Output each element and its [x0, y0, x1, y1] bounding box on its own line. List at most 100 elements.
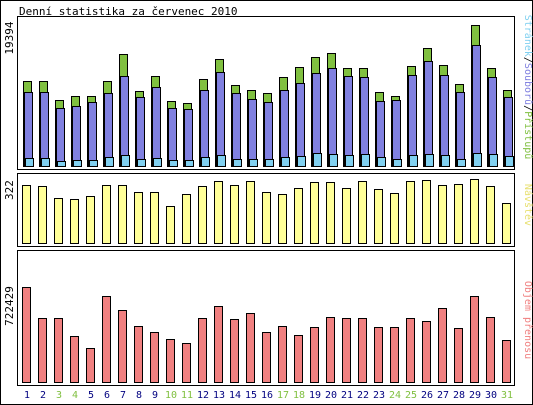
visits-panel-frame [17, 173, 515, 247]
bar-prenosu-day-2 [38, 318, 47, 383]
bar-navstev-day-8 [134, 192, 143, 244]
bar-souboru-day-10 [168, 108, 177, 167]
bar-prenosu-day-20 [326, 317, 335, 383]
bar-souboru-day-28 [456, 92, 465, 167]
hits-legend: Stránek/Souborů/Přístupů [522, 15, 533, 160]
bar-prenosu-day-5 [86, 348, 95, 383]
bar-prenosu-day-13 [214, 306, 223, 383]
x-tick-day-23: 23 [373, 390, 385, 401]
bar-stranek-day-14 [233, 159, 242, 167]
bar-navstev-day-16 [262, 192, 271, 244]
bar-prenosu-day-3 [54, 318, 63, 383]
bar-stranek-day-7 [121, 155, 130, 167]
x-tick-day-20: 20 [325, 390, 337, 401]
bar-navstev-day-28 [454, 184, 463, 244]
bar-prenosu-day-16 [262, 332, 271, 383]
bar-stranek-day-8 [137, 159, 146, 167]
bar-navstev-day-14 [230, 185, 239, 244]
bar-prenosu-day-15 [246, 313, 255, 383]
x-tick-day-29: 29 [469, 390, 481, 401]
kbytes-panel-frame [17, 250, 515, 386]
bar-navstev-day-4 [70, 199, 79, 244]
bar-souboru-day-24 [392, 100, 401, 167]
x-tick-day-10: 10 [165, 390, 177, 401]
bar-navstev-day-26 [422, 180, 431, 244]
x-tick-day-5: 5 [88, 390, 94, 401]
bar-prenosu-day-29 [470, 296, 479, 383]
bar-stranek-day-20 [329, 154, 338, 167]
bar-prenosu-day-28 [454, 328, 463, 383]
x-tick-day-4: 4 [72, 390, 78, 401]
bar-souboru-day-16 [264, 102, 273, 167]
bar-souboru-day-27 [440, 75, 449, 167]
visits-ymax-label: 322 [3, 180, 16, 200]
bar-prenosu-day-24 [390, 327, 399, 383]
bar-navstev-day-6 [102, 185, 111, 244]
bar-prenosu-day-31 [502, 340, 511, 383]
bar-souboru-day-6 [104, 93, 113, 167]
x-tick-day-11: 11 [181, 390, 193, 401]
bar-prenosu-day-14 [230, 319, 239, 383]
bar-stranek-day-2 [41, 158, 50, 167]
bars-layer [22, 25, 514, 383]
bar-navstev-day-10 [166, 206, 175, 244]
bar-navstev-day-3 [54, 198, 63, 244]
bar-prenosu-day-1 [22, 287, 31, 383]
bar-navstev-day-25 [406, 181, 415, 244]
x-tick-day-8: 8 [136, 390, 142, 401]
hits-ymax-label: 19394 [3, 21, 16, 54]
bar-stranek-day-21 [345, 155, 354, 167]
bar-navstev-day-23 [374, 189, 383, 244]
x-tick-day-9: 9 [152, 390, 158, 401]
bar-stranek-day-1 [25, 158, 34, 167]
bar-souboru-day-21 [344, 76, 353, 167]
bar-prenosu-day-11 [182, 343, 191, 383]
bar-prenosu-day-23 [374, 327, 383, 383]
bar-souboru-day-11 [184, 109, 193, 167]
bar-stranek-day-10 [169, 160, 178, 167]
bar-prenosu-day-4 [70, 336, 79, 383]
bar-souboru-day-12 [200, 90, 209, 167]
x-tick-day-15: 15 [245, 390, 257, 401]
legend-stranek: Stránek [522, 15, 533, 57]
bar-stranek-day-4 [73, 160, 82, 167]
x-tick-day-17: 17 [277, 390, 289, 401]
bar-souboru-day-8 [136, 97, 145, 167]
x-tick-day-12: 12 [197, 390, 209, 401]
bar-navstev-day-31 [502, 203, 511, 244]
x-tick-day-19: 19 [309, 390, 321, 401]
bar-navstev-day-2 [38, 186, 47, 244]
bar-navstev-day-12 [198, 186, 207, 244]
legend-souboru: Souborů [522, 63, 533, 105]
x-tick-day-18: 18 [293, 390, 305, 401]
bar-navstev-day-24 [390, 193, 399, 244]
bar-prenosu-day-21 [342, 318, 351, 383]
bar-stranek-day-31 [505, 156, 514, 167]
bar-navstev-day-21 [342, 188, 351, 244]
bar-souboru-day-9 [152, 87, 161, 167]
x-tick-day-28: 28 [453, 390, 465, 401]
bar-stranek-day-29 [473, 153, 482, 167]
x-tick-day-31: 31 [501, 390, 513, 401]
bar-souboru-day-14 [232, 93, 241, 167]
bar-souboru-day-17 [280, 90, 289, 167]
bar-navstev-day-5 [86, 196, 95, 244]
bar-souboru-day-15 [248, 99, 257, 167]
bar-stranek-day-26 [425, 154, 434, 167]
bar-stranek-day-27 [441, 155, 450, 167]
bar-stranek-day-19 [313, 153, 322, 167]
x-tick-day-6: 6 [104, 390, 110, 401]
bar-prenosu-day-18 [294, 335, 303, 383]
bar-prenosu-day-25 [406, 318, 415, 383]
chart-title: Denní statistika za červenec 2010 [19, 5, 238, 18]
x-tick-labels: 1 2 3 4 5 6 7 8 9 10 11 12 13 14 15 16 17 18 19 20 21 22 23 24 2… [24, 390, 513, 401]
x-tick-day-2: 2 [40, 390, 46, 401]
bar-souboru-day-7 [120, 76, 129, 167]
bar-navstev-day-11 [182, 194, 191, 244]
bar-prenosu-day-10 [166, 339, 175, 383]
x-tick-day-21: 21 [341, 390, 353, 401]
bar-stranek-day-16 [265, 159, 274, 167]
bar-prenosu-day-6 [102, 296, 111, 383]
